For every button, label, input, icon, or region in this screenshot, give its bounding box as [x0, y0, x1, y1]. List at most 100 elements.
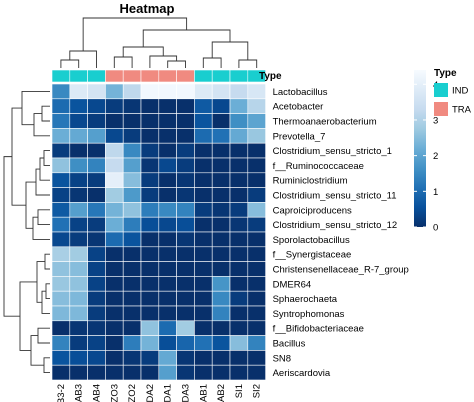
- heatmap-cell: [158, 364, 177, 381]
- heatmap-cell: [194, 350, 213, 366]
- heatmap-cell: [229, 216, 249, 233]
- heatmap-cell: [194, 320, 213, 336]
- type-annotation-cell: [105, 69, 124, 83]
- heatmap-cell: [140, 187, 160, 203]
- type-legend: Type IND TRA: [434, 68, 472, 116]
- heatmap-cell: [229, 157, 249, 174]
- heatmap-cell: [140, 335, 160, 351]
- heatmap-cell: [122, 172, 142, 188]
- heatmap-cell: [51, 246, 71, 262]
- heatmap-cell: [87, 187, 106, 203]
- heatmap-cell: [69, 202, 88, 218]
- type-annotation-cell: [51, 69, 71, 83]
- heatmap-cell: [69, 128, 88, 144]
- column-dendrogram-branch: [202, 57, 222, 68]
- colorbar-tick-label: 2: [433, 151, 438, 162]
- heatmap-cell: [122, 216, 142, 233]
- row-label: f__Ruminococcaceae: [273, 161, 364, 172]
- heatmap-cell: [229, 305, 249, 322]
- row-label: SN8: [273, 353, 291, 364]
- heatmap-cell: [211, 157, 231, 174]
- row-label: Clostridium_sensu_stricto_12: [273, 220, 398, 231]
- column-label: SI2: [252, 384, 263, 398]
- column-dendrogram-branch: [60, 59, 80, 68]
- heatmap-cell: [211, 202, 231, 218]
- heatmap-cell: [69, 305, 88, 322]
- heatmap-cell: [69, 246, 88, 262]
- row-label: Sphaerochaeta: [273, 294, 338, 305]
- row-dendrogram-branch: [19, 281, 37, 351]
- column-label: AB3: [74, 384, 85, 402]
- heatmap-cell: [87, 364, 106, 381]
- heatmap-cell: [158, 113, 177, 129]
- type-annotation-cell: [176, 69, 195, 83]
- heatmap-cell: [140, 128, 160, 144]
- row-label: Caproiciproducens: [273, 205, 352, 216]
- heatmap-cell: [176, 98, 195, 114]
- heatmap-cell: [229, 231, 249, 248]
- heatmap-cell: [87, 142, 106, 159]
- heatmap-cell: [194, 231, 213, 248]
- heatmap-cell: [69, 172, 88, 188]
- heatmap-cell: [122, 83, 142, 100]
- heatmap-cell: [211, 231, 231, 248]
- heatmap-cell: [140, 290, 160, 307]
- heatmap-cell: [158, 157, 177, 174]
- heatmap-cell: [122, 142, 142, 159]
- heatmap-cell: [51, 142, 71, 159]
- heatmap-cell: [69, 261, 88, 277]
- heatmap-cell: [87, 83, 106, 100]
- row-label: Bacillus: [273, 339, 306, 350]
- heatmap-cell: [176, 320, 195, 336]
- heatmap-cell: [158, 187, 177, 203]
- heatmap-cell: [229, 142, 249, 159]
- heatmap-cell: [176, 202, 195, 218]
- heatmap-cell: [229, 187, 249, 203]
- heatmap-cell: [122, 350, 142, 366]
- heatmap-cell: [140, 98, 160, 114]
- heatmap-cell: [140, 83, 160, 100]
- heatmap-cell: [87, 350, 106, 366]
- heatmap-cell: [51, 113, 71, 129]
- row-dendrogram-branch: [45, 283, 50, 300]
- row-label: Sporolactobacillus: [273, 235, 350, 246]
- heatmap-cell: [176, 142, 195, 159]
- type-legend-title: Type: [434, 68, 457, 79]
- heatmap-cell: [51, 305, 71, 322]
- heatmap-cell: [211, 172, 231, 188]
- type-annotation-label: Type: [259, 71, 282, 82]
- heatmap-cell: [158, 320, 177, 336]
- heatmap-cell: [51, 335, 71, 351]
- column-label: DA3: [181, 384, 192, 402]
- heatmap-cell: [51, 83, 71, 100]
- heatmap-cell: [51, 157, 71, 174]
- column-label: DA2: [145, 384, 156, 402]
- heatmap-cell: [122, 290, 142, 307]
- colorbar-gradient: [414, 70, 426, 227]
- heatmap-cell: [229, 364, 249, 381]
- heatmap-cell: [105, 83, 124, 100]
- heatmap-cell: [87, 276, 106, 292]
- heatmap-cell: [194, 128, 213, 144]
- heatmap-cell: [247, 231, 266, 248]
- heatmap-cell: [105, 290, 124, 307]
- heatmap-cell: [247, 202, 266, 218]
- heatmap-cell: [87, 98, 106, 114]
- row-label: f__Synergistaceae: [273, 250, 352, 261]
- heatmap-cell: [176, 157, 195, 174]
- heatmap-cell: [122, 98, 142, 114]
- heatmap-cell: [105, 142, 124, 159]
- heatmap-cell: [247, 276, 266, 292]
- heatmap-cell: [51, 172, 71, 188]
- heatmap-cell: [247, 305, 266, 322]
- column-dendrogram: [60, 17, 258, 68]
- heatmap-cell: [87, 246, 106, 262]
- heatmap-cell: [87, 202, 106, 218]
- heatmap-cell: [176, 216, 195, 233]
- row-dendrogram-branch: [37, 209, 50, 226]
- row-label: Lactobacillus: [273, 87, 328, 98]
- heatmap-cell: [229, 290, 249, 307]
- heatmap-cell: [247, 157, 266, 174]
- heatmap-cell: [105, 320, 124, 336]
- column-label: ZO3: [109, 384, 120, 402]
